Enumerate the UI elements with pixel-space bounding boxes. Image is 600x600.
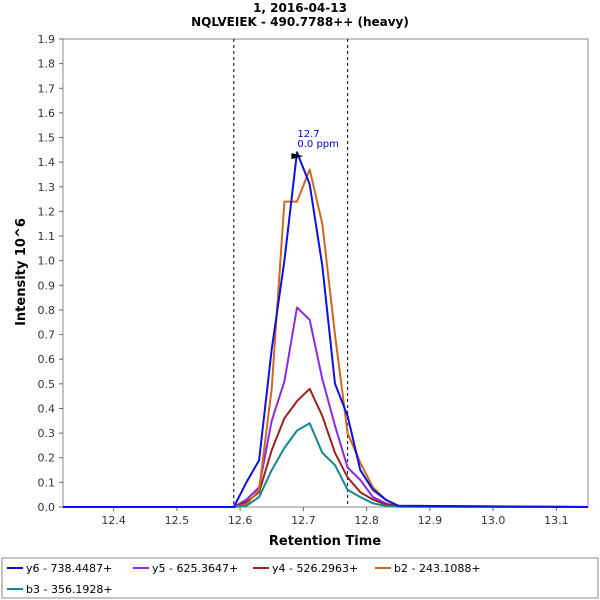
- legend-box: [1, 557, 599, 599]
- y-tick-label: 0.7: [38, 329, 56, 342]
- series-line-y6: [63, 151, 589, 508]
- y-tick-label: 0.1: [38, 476, 56, 489]
- chart-subtitle: NQLVEIEK - 490.7788++ (heavy): [191, 15, 409, 29]
- y-tick-label: 0.5: [38, 378, 56, 391]
- legend: y6 - 738.4487+ y5 - 625.3647+ y4 - 526.296…: [1, 557, 599, 599]
- y-axis: 0.0 0.1 0.2 0.3 0.4 0.5 0.6 0.7 0.8 0.9 1.0 1.1 1.2 1…: [38, 33, 63, 514]
- y-tick-label: 0.8: [38, 304, 56, 317]
- peak-annotation-text: 0.0 ppm: [297, 139, 339, 150]
- x-tick-label: 12.8: [354, 514, 379, 527]
- y-tick-label: 1.4: [38, 156, 56, 169]
- series-line-y4: [63, 387, 589, 508]
- legend-entry: b3 - 356.1928+: [26, 583, 113, 596]
- x-axis-label: Retention Time: [269, 534, 381, 549]
- peak-annotation: 12.70.0 ppm: [291, 129, 339, 160]
- legend-entry: y5 - 625.3647+: [152, 562, 238, 575]
- x-tick-label: 13.0: [481, 514, 506, 527]
- y-tick-label: 1.9: [38, 33, 56, 46]
- y-tick-label: 1.0: [38, 255, 56, 268]
- x-tick-label: 12.7: [291, 514, 316, 527]
- y-tick-label: 1.2: [38, 205, 56, 218]
- x-tick-label: 12.6: [228, 514, 253, 527]
- x-tick-label: 13.1: [544, 514, 569, 527]
- legend-entry: y6 - 738.4487+: [26, 562, 112, 575]
- series-line-b3: [63, 422, 589, 508]
- y-tick-label: 1.1: [38, 230, 56, 243]
- y-tick-label: 0.9: [38, 279, 56, 292]
- y-tick-label: 0.4: [38, 402, 56, 415]
- x-tick-label: 12.5: [165, 514, 190, 527]
- legend-entry: y4 - 526.2963+: [272, 562, 358, 575]
- y-tick-label: 0.2: [38, 452, 56, 465]
- peak-annotation-text: 12.7: [297, 129, 319, 140]
- y-tick-label: 1.3: [38, 181, 56, 194]
- legend-entry: b2 - 243.1088+: [394, 562, 481, 575]
- y-tick-label: 1.6: [38, 107, 56, 120]
- series-line-y5: [63, 306, 589, 508]
- y-tick-label: 0.3: [38, 427, 56, 440]
- series-layer: [63, 151, 589, 508]
- y-tick-label: 0.6: [38, 353, 56, 366]
- y-tick-label: 1.5: [38, 132, 56, 145]
- y-tick-label: 0.0: [38, 501, 56, 514]
- chart-title: 1, 2016-04-13: [253, 1, 347, 15]
- x-tick-label: 12.9: [418, 514, 443, 527]
- peak-marker-icon: [291, 153, 304, 160]
- y-axis-label: Intensity 10^6: [14, 218, 29, 326]
- x-tick-label: 12.4: [101, 514, 126, 527]
- y-tick-label: 1.8: [38, 58, 56, 71]
- plot-area: [62, 38, 589, 508]
- x-axis: 12.4 12.5 12.6 12.7 12.8 12.9 13.0 13.1: [101, 507, 569, 527]
- y-tick-label: 1.7: [38, 82, 56, 95]
